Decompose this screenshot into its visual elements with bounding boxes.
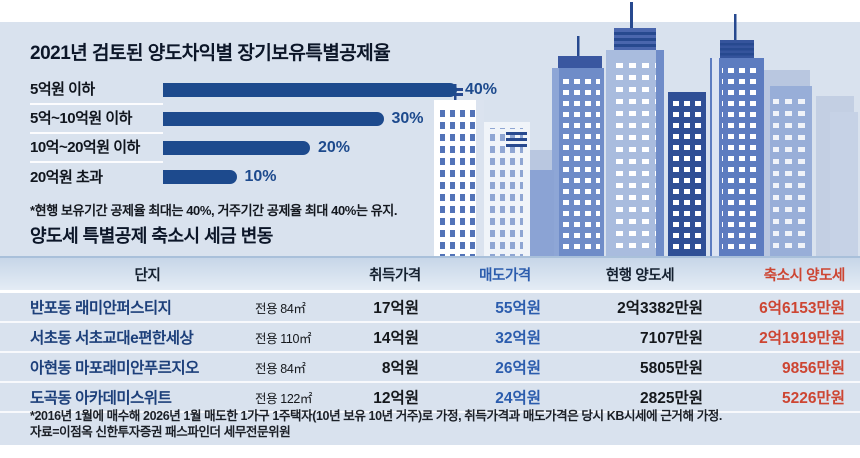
table-row: 아현동 마포래미안푸르지오 전용 84㎡ 8억원 26억원 5805만원 985… [0, 353, 860, 383]
chart-footnote: *현행 보유기간 공제율 최대는 40%, 거주기간 공제율 최대 40%는 유… [30, 203, 398, 218]
sell-price: 24억원 [495, 390, 541, 407]
buy-price: 12억원 [373, 390, 419, 407]
bar-category-label: 20억원 초과 [30, 169, 103, 186]
current-tax: 5805만원 [639, 360, 703, 377]
footnotes: *2016년 1월에 매수해 2026년 1월 매도한 1가구 1주택자(10년… [30, 408, 842, 440]
bar-row: 20억원 초과 10% [30, 162, 560, 191]
bar-value-label: 10% [244, 167, 277, 185]
column-header-current-tax: 현행 양도세 [605, 267, 675, 284]
complex-name: 아현동 마포래미안푸르지오 [30, 360, 199, 377]
column-header-reduced-tax: 축소시 양도세 [763, 267, 846, 284]
bar [163, 169, 237, 184]
bar-row: 10억~20억원 이하 20% [30, 132, 560, 163]
sell-price: 32억원 [495, 330, 541, 347]
sell-price: 55억원 [495, 300, 541, 317]
current-tax: 2억3382만원 [617, 300, 703, 317]
deduction-rate-chart: 2021년 검토된 양도차익별 장기보유특별공제율 5억원 이하 40% 5억~… [30, 38, 560, 219]
bar-category-label: 5억~10억원 이하 [30, 103, 163, 134]
bar-category-label: 10억~20억원 이하 [30, 132, 163, 163]
unit-area: 전용 110㎡ [255, 331, 312, 346]
sell-price: 26억원 [495, 360, 541, 377]
reduced-tax: 2억1919만원 [759, 330, 845, 347]
buy-price: 17억원 [373, 300, 419, 317]
buy-price: 14억원 [373, 330, 419, 347]
table-row: 도곡동 아카데미스위트 전용 122㎡ 12억원 24억원 2825만원 522… [0, 383, 860, 413]
bar-value-label: 20% [318, 138, 351, 156]
chart-title: 2021년 검토된 양도차익별 장기보유특별공제율 [30, 43, 391, 64]
complex-name: 도곡동 아카데미스위트 [30, 390, 172, 407]
source-credit: 자료=이점옥 신한투자증권 패스파인더 세무전문위원 [30, 425, 291, 439]
table-row: 서초동 서초교대e편한세상 전용 110㎡ 14억원 32억원 7107만원 2… [0, 323, 860, 353]
bar-category-label: 5억원 이하 [30, 74, 163, 105]
unit-area: 전용 122㎡ [255, 391, 313, 406]
table-title: 양도세 특별공제 축소시 세금 변동 [30, 226, 273, 246]
table-row: 반포동 래미안퍼스티지 전용 84㎡ 17억원 55억원 2억3382만원 6억… [0, 293, 860, 323]
column-header-complex: 단지 [134, 267, 161, 284]
bar-row: 5억~10억원 이하 30% [30, 103, 560, 134]
current-tax: 2825만원 [639, 390, 703, 407]
column-header-sell-price: 매도가격 [479, 267, 531, 284]
reduced-tax: 6억6153만원 [759, 300, 845, 317]
bar-row: 5억원 이하 40% [30, 74, 560, 105]
current-tax: 7107만원 [639, 330, 703, 347]
table-header-row: 단지 취득가격 매도가격 현행 양도세 축소시 양도세 [0, 256, 860, 293]
bar-value-label: 30% [391, 109, 424, 127]
tax-change-table: 단지 취득가격 매도가격 현행 양도세 축소시 양도세 반포동 래미안퍼스티지 … [0, 256, 860, 413]
unit-area: 전용 84㎡ [255, 361, 306, 376]
assumption-footnote: *2016년 1월에 매수해 2026년 1월 매도한 1가구 1주택자(10년… [30, 409, 722, 423]
bar [163, 82, 457, 97]
complex-name: 서초동 서초교대e편한세상 [30, 330, 194, 347]
bar-value-label: 40% [465, 80, 498, 98]
unit-area: 전용 84㎡ [255, 301, 306, 316]
reduced-tax: 5226만원 [781, 390, 845, 407]
city-buildings-illustration [434, 2, 858, 256]
bar [163, 111, 384, 126]
bar [163, 140, 310, 155]
buy-price: 8억원 [381, 360, 419, 377]
complex-name: 반포동 래미안퍼스티지 [30, 300, 172, 317]
reduced-tax: 9856만원 [781, 360, 845, 377]
column-header-buy-price: 취득가격 [369, 267, 421, 284]
